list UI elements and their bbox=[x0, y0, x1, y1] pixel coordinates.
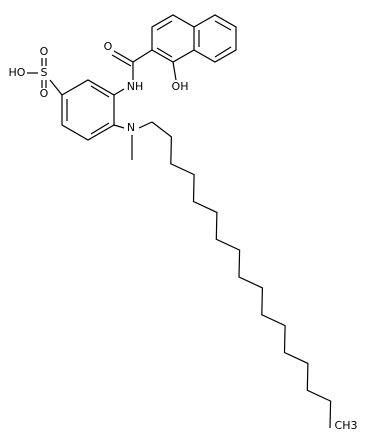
atom-label: O bbox=[104, 40, 113, 53]
bond bbox=[49, 79, 63, 96]
bond bbox=[113, 124, 125, 129]
alkyl-chain bbox=[151, 121, 332, 429]
bonds bbox=[27, 14, 332, 429]
naphthalene-ring bbox=[193, 14, 237, 63]
bond bbox=[172, 61, 177, 81]
atom-label: S bbox=[41, 66, 48, 79]
bond bbox=[138, 121, 153, 129]
atom-label: O bbox=[40, 87, 49, 100]
double-bond bbox=[156, 47, 173, 58]
atom-label: O bbox=[40, 45, 49, 58]
double-bond bbox=[214, 20, 232, 31]
atom-label: HO bbox=[9, 66, 26, 79]
atom-label: N bbox=[127, 121, 135, 134]
naphthalene-ring bbox=[151, 14, 195, 63]
double-bond bbox=[156, 20, 173, 31]
bond bbox=[111, 54, 132, 67]
atom-label: CH3 bbox=[335, 419, 358, 432]
double-bond bbox=[90, 122, 110, 135]
atom-label: OH bbox=[172, 80, 189, 93]
benzene-ring bbox=[61, 79, 115, 141]
double-bond bbox=[214, 46, 232, 58]
bond bbox=[113, 88, 125, 96]
bond bbox=[113, 50, 134, 63]
double-bond bbox=[90, 85, 110, 98]
atom-label: NH bbox=[127, 80, 144, 93]
bond bbox=[132, 49, 153, 63]
